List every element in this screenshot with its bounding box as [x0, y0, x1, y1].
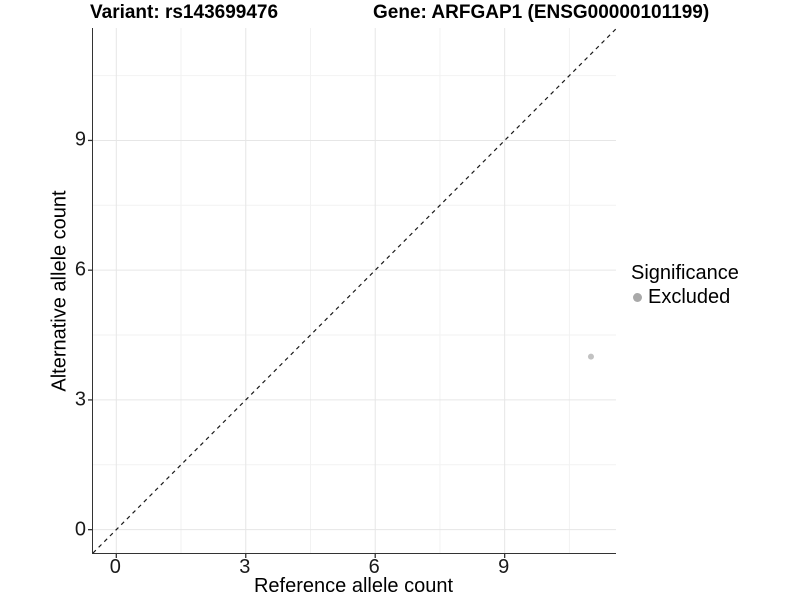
- y-tick-label-9: 9: [74, 128, 86, 151]
- x-tick-label-6: 6: [368, 556, 380, 578]
- y-tick-label-3: 3: [74, 388, 86, 411]
- identity-dashed-line: [92, 28, 617, 554]
- x-tick-label-9: 9: [498, 556, 510, 578]
- plot-title-variant: Variant: rs143699476: [90, 2, 279, 23]
- plot-panel: [88, 28, 617, 558]
- x-tick-label-0: 0: [109, 556, 121, 578]
- x-tick-label-3: 3: [239, 556, 251, 578]
- legend-key-dot-icon: [633, 293, 642, 302]
- x-axis-title: Reference allele count: [253, 575, 453, 597]
- y-tick-label-0: 0: [74, 518, 86, 541]
- legend-item-label: Excluded: [648, 286, 731, 308]
- y-axis-title: Alternative allele count: [48, 190, 71, 392]
- plot-title-gene: Gene: ARFGAP1 (ENSG00000101199): [373, 2, 710, 23]
- legend-title: Significance: [631, 262, 739, 284]
- data-point-excluded: [587, 353, 594, 360]
- legend: Significance Excluded: [631, 262, 739, 309]
- plot-canvas: [88, 28, 617, 558]
- legend-item-excluded: Excluded: [631, 286, 739, 309]
- y-tick-label-6: 6: [74, 258, 86, 281]
